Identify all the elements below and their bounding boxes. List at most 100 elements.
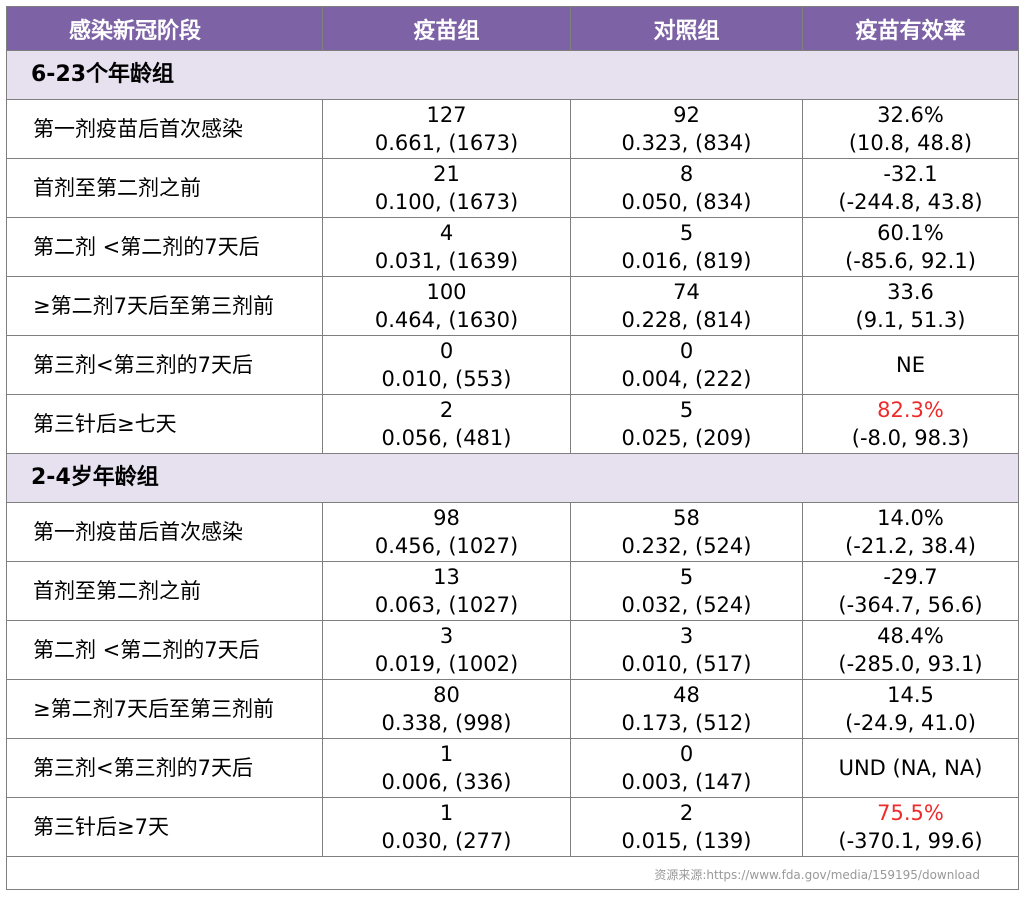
control-cell: 0 0.003, (147) (570, 738, 803, 798)
table-row: 第三剂<第三剂的7天后 1 0.006, (336) 0 0.003, (147) UND… (6, 738, 1019, 798)
control-value-line: 0.228, (814) (621, 308, 752, 332)
header-stage: 感染新冠阶段 (6, 6, 323, 51)
header-control-group: 对照组 (570, 6, 803, 51)
efficacy-cell: 75.5% (-370.1, 99.6) (802, 797, 1019, 857)
stage-label: 第三剂<第三剂的7天后 (6, 335, 323, 395)
efficacy-value-line: 33.6 (887, 280, 934, 304)
vaccine-value-line: 0.031, (1639) (374, 249, 519, 273)
control-value-line: 0.323, (834) (621, 131, 752, 155)
efficacy-value-line: 14.5 (887, 683, 934, 707)
table-row: 第三剂<第三剂的7天后 0 0.010, (553) 0 0.004, (222) NE (6, 335, 1019, 395)
vaccine-cell: 127 0.661, (1673) (322, 99, 571, 159)
control-cell: 0 0.004, (222) (570, 335, 803, 395)
vaccine-value-line: 3 (439, 624, 454, 648)
vaccine-value-line: 0.056, (481) (381, 426, 512, 450)
efficacy-table: 感染新冠阶段 疫苗组 对照组 疫苗有效率 6-23个年龄组 第一剂疫苗后首次感染 1… (6, 6, 1019, 890)
efficacy-cell: 32.6% (10.8, 48.8) (802, 99, 1019, 159)
efficacy-value-line: (-8.0, 98.3) (851, 426, 970, 450)
efficacy-value-line: 75.5% (877, 801, 944, 825)
stage-label: 第一剂疫苗后首次感染 (6, 99, 323, 159)
control-value-line: 0.173, (512) (621, 711, 752, 735)
vaccine-value-line: 100 (426, 280, 467, 304)
efficacy-cell: 48.4% (-285.0, 93.1) (802, 620, 1019, 680)
control-value-line: 8 (679, 162, 694, 186)
control-value-line: 0 (679, 339, 694, 363)
vaccine-value-line: 21 (433, 162, 460, 186)
vaccine-cell: 0 0.010, (553) (322, 335, 571, 395)
header-vaccine-group: 疫苗组 (322, 6, 571, 51)
stage-label: 第一剂疫苗后首次感染 (6, 502, 323, 562)
vaccine-value-line: 0.063, (1027) (374, 593, 519, 617)
header-row: 感染新冠阶段 疫苗组 对照组 疫苗有效率 (6, 6, 1019, 51)
stage-label: ≥第二剂7天后至第三剂前 (6, 679, 323, 739)
efficacy-cell: UND (NA, NA) (802, 738, 1019, 798)
vaccine-value-line: 0.010, (553) (381, 367, 512, 391)
efficacy-value-line: (10.8, 48.8) (848, 131, 973, 155)
table-row: 首剂至第二剂之前 13 0.063, (1027) 5 0.032, (524) -29.… (6, 561, 1019, 621)
control-value-line: 48 (673, 683, 700, 707)
efficacy-value-line: 60.1% (877, 221, 944, 245)
control-value-line: 0.050, (834) (621, 190, 752, 214)
vaccine-value-line: 4 (439, 221, 454, 245)
control-value-line: 5 (679, 398, 694, 422)
vaccine-value-line: 0.338, (998) (381, 711, 512, 735)
vaccine-value-line: 80 (433, 683, 460, 707)
vaccine-cell: 1 0.006, (336) (322, 738, 571, 798)
section-title: 6-23个年龄组 (6, 50, 1019, 100)
efficacy-value-line: -29.7 (883, 565, 938, 589)
control-cell: 8 0.050, (834) (570, 158, 803, 218)
table-row: 第一剂疫苗后首次感染 98 0.456, (1027) 58 0.232, (524) 1… (6, 502, 1019, 562)
efficacy-value-line: 82.3% (877, 398, 944, 422)
efficacy-value-line: 32.6% (877, 103, 944, 127)
source-note: 资源来源:https://www.fda.gov/media/159195/do… (6, 856, 1019, 890)
efficacy-value-line: (-370.1, 99.6) (838, 829, 983, 853)
control-cell: 58 0.232, (524) (570, 502, 803, 562)
control-value-line: 0.010, (517) (621, 652, 752, 676)
table-row: 第二剂 <第二剂的7天后 3 0.019, (1002) 3 0.010, (517) 4… (6, 620, 1019, 680)
stage-label: 第三剂<第三剂的7天后 (6, 738, 323, 798)
control-value-line: 92 (673, 103, 700, 127)
vaccine-cell: 2 0.056, (481) (322, 394, 571, 454)
stage-label: 第三针后≥7天 (6, 797, 323, 857)
efficacy-value-line: (9.1, 51.3) (855, 308, 966, 332)
vaccine-cell: 21 0.100, (1673) (322, 158, 571, 218)
efficacy-cell: 82.3% (-8.0, 98.3) (802, 394, 1019, 454)
control-value-line: 0.015, (139) (621, 829, 752, 853)
header-efficacy: 疫苗有效率 (802, 6, 1019, 51)
control-cell: 2 0.015, (139) (570, 797, 803, 857)
efficacy-value-line: (-285.0, 93.1) (838, 652, 983, 676)
vaccine-value-line: 13 (433, 565, 460, 589)
control-value-line: 0.025, (209) (621, 426, 752, 450)
control-value-line: 0.032, (524) (621, 593, 752, 617)
efficacy-cell: 14.0% (-21.2, 38.4) (802, 502, 1019, 562)
control-cell: 48 0.173, (512) (570, 679, 803, 739)
control-cell: 92 0.323, (834) (570, 99, 803, 159)
vaccine-cell: 1 0.030, (277) (322, 797, 571, 857)
efficacy-value-line: UND (NA, NA) (838, 756, 983, 780)
vaccine-cell: 100 0.464, (1630) (322, 276, 571, 336)
efficacy-cell: -32.1 (-244.8, 43.8) (802, 158, 1019, 218)
table-body: 6-23个年龄组 第一剂疫苗后首次感染 127 0.661, (1673) 92 0.32… (6, 50, 1019, 890)
control-cell: 5 0.025, (209) (570, 394, 803, 454)
control-value-line: 3 (679, 624, 694, 648)
stage-label: 第二剂 <第二剂的7天后 (6, 217, 323, 277)
vaccine-value-line: 0.100, (1673) (374, 190, 519, 214)
section-row: 2-4岁年龄组 (6, 453, 1019, 503)
efficacy-cell: -29.7 (-364.7, 56.6) (802, 561, 1019, 621)
stage-label: 首剂至第二剂之前 (6, 158, 323, 218)
efficacy-value-line: (-244.8, 43.8) (838, 190, 983, 214)
vaccine-value-line: 1 (439, 801, 454, 825)
vaccine-value-line: 2 (439, 398, 454, 422)
stage-label: 第三针后≥七天 (6, 394, 323, 454)
section-title: 2-4岁年龄组 (6, 453, 1019, 503)
vaccine-value-line: 0.006, (336) (381, 770, 512, 794)
efficacy-cell: 33.6 (9.1, 51.3) (802, 276, 1019, 336)
efficacy-cell: 14.5 (-24.9, 41.0) (802, 679, 1019, 739)
table-row: 第二剂 <第二剂的7天后 4 0.031, (1639) 5 0.016, (819) 6… (6, 217, 1019, 277)
control-cell: 3 0.010, (517) (570, 620, 803, 680)
stage-label: ≥第二剂7天后至第三剂前 (6, 276, 323, 336)
table-row: ≥第二剂7天后至第三剂前 100 0.464, (1630) 74 0.228, (81… (6, 276, 1019, 336)
efficacy-value-line: 14.0% (877, 506, 944, 530)
efficacy-value-line: (-85.6, 92.1) (845, 249, 976, 273)
table-row: 第三针后≥7天 1 0.030, (277) 2 0.015, (139) 75.5% (-… (6, 797, 1019, 857)
